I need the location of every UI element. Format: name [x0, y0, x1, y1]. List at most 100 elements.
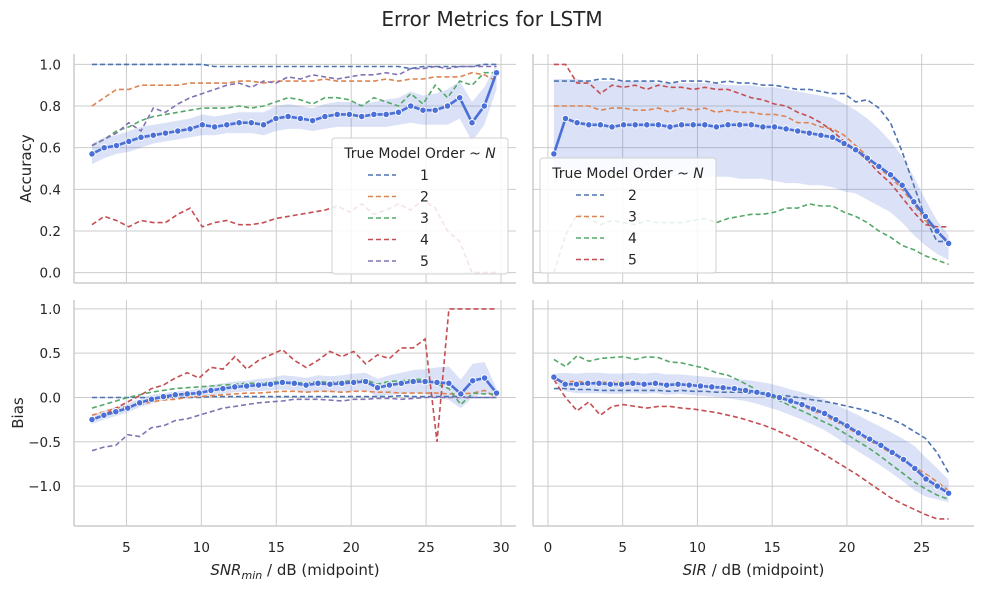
- mean-point: [314, 379, 322, 387]
- legend-title-var: N: [485, 146, 496, 162]
- mean-point: [736, 121, 744, 129]
- mean-point: [219, 384, 227, 393]
- mean-point: [663, 381, 671, 389]
- mean-point: [606, 380, 614, 388]
- mean-point: [753, 388, 761, 396]
- mean-point: [911, 464, 919, 473]
- legend-title-text: True Model Order ~: [551, 166, 693, 182]
- mean-point: [445, 379, 453, 387]
- mean-point: [741, 386, 750, 395]
- mean-point: [492, 389, 501, 397]
- mean-point: [843, 422, 851, 430]
- mean-point: [573, 119, 581, 127]
- mean-point: [640, 380, 648, 388]
- mean-point: [820, 409, 829, 418]
- mean-point: [764, 391, 772, 399]
- mean-point: [247, 119, 255, 127]
- series-line-1: [92, 63, 497, 70]
- legend-title-text: True Model Order ~: [343, 146, 485, 162]
- mean-point: [409, 377, 417, 386]
- y-tick-label: −1.0: [28, 479, 61, 495]
- mean-point: [195, 389, 203, 397]
- mean-point: [385, 381, 394, 389]
- x-axis-label-main: SNR: [210, 561, 241, 579]
- mean-point: [186, 125, 194, 133]
- mean-point: [100, 411, 108, 419]
- series-line-4: [553, 354, 949, 501]
- series-line-3: [91, 71, 497, 147]
- mean-point: [350, 378, 358, 387]
- x-tick-label: 20: [343, 540, 360, 556]
- x-axis-label-rest: / dB (midpoint): [707, 561, 824, 579]
- mean-point: [321, 112, 329, 121]
- mean-point: [419, 106, 427, 114]
- y-axis-label: Bias: [9, 397, 27, 429]
- mean-point: [794, 127, 802, 135]
- legend: True Model Order ~ N 2 3 4 5: [539, 157, 717, 274]
- mean-point: [284, 112, 292, 121]
- x-axis-label: SIR / dB (midpoint): [683, 561, 825, 579]
- mean-point: [198, 121, 206, 129]
- mean-point: [174, 127, 182, 135]
- x-axis-label-sub: min: [241, 569, 262, 582]
- y-tick-label: 0.6: [40, 141, 61, 157]
- mean-point: [712, 123, 721, 131]
- mean-point: [254, 381, 263, 389]
- mean-point: [88, 150, 96, 158]
- mean-point: [619, 121, 628, 129]
- mean-point: [782, 125, 790, 133]
- mean-point: [798, 400, 806, 409]
- mean-point: [631, 121, 639, 129]
- mean-point: [183, 390, 191, 398]
- mean-point: [561, 380, 569, 388]
- figure-title: Error Metrics for LSTM: [381, 7, 602, 31]
- series-line-5: [91, 65, 497, 147]
- mean-point: [468, 119, 476, 127]
- mean-point: [231, 383, 239, 391]
- series-line-2: [91, 71, 497, 107]
- legend-title: True Model Order ~ N: [343, 146, 496, 162]
- mean-point: [863, 154, 871, 162]
- mean-point: [171, 391, 179, 399]
- mean-point: [643, 121, 651, 129]
- y-tick-label: 0.2: [40, 224, 61, 240]
- x-tick-label: 30: [492, 540, 509, 556]
- y-tick-label: 0.0: [40, 390, 61, 406]
- mean-point: [689, 121, 697, 129]
- mean-point: [666, 123, 674, 131]
- x-tick-label: 15: [764, 540, 781, 556]
- mean-point: [775, 393, 784, 402]
- mean-point: [875, 162, 883, 171]
- mean-point: [944, 239, 953, 248]
- series-line-2: [91, 389, 497, 416]
- confidence-band: [92, 64, 497, 165]
- mean-point: [147, 395, 156, 403]
- y-tick-label: 1.0: [40, 57, 61, 73]
- mean-point: [608, 123, 616, 131]
- y-tick-label: −0.5: [28, 435, 61, 451]
- mean-point: [421, 377, 429, 386]
- mean-point: [685, 381, 693, 389]
- legend-label-2: 2: [420, 190, 429, 206]
- legend-label-3: 3: [420, 211, 429, 227]
- mean-point: [137, 133, 145, 141]
- mean-point: [469, 377, 477, 385]
- legend-label-2: 2: [628, 188, 637, 204]
- mean-line: [91, 72, 498, 156]
- legend-title: True Model Order ~ N: [551, 166, 704, 182]
- series-line-4: [91, 308, 497, 442]
- mean-point: [617, 380, 626, 388]
- mean-point: [272, 114, 280, 123]
- x-tick-label: 10: [689, 540, 706, 556]
- mean-point: [480, 102, 488, 110]
- panel-top-left: 0.0 0.2 0.4 0.6 0.8 1.0 Accuracy: [17, 54, 516, 284]
- mean-point: [886, 171, 895, 179]
- confidence-band: [92, 362, 497, 425]
- mean-point: [944, 489, 953, 497]
- mean-point: [112, 408, 120, 416]
- mean-point: [480, 374, 489, 382]
- mean-point: [933, 227, 941, 235]
- mean-point: [382, 110, 390, 119]
- mean-point: [759, 123, 767, 131]
